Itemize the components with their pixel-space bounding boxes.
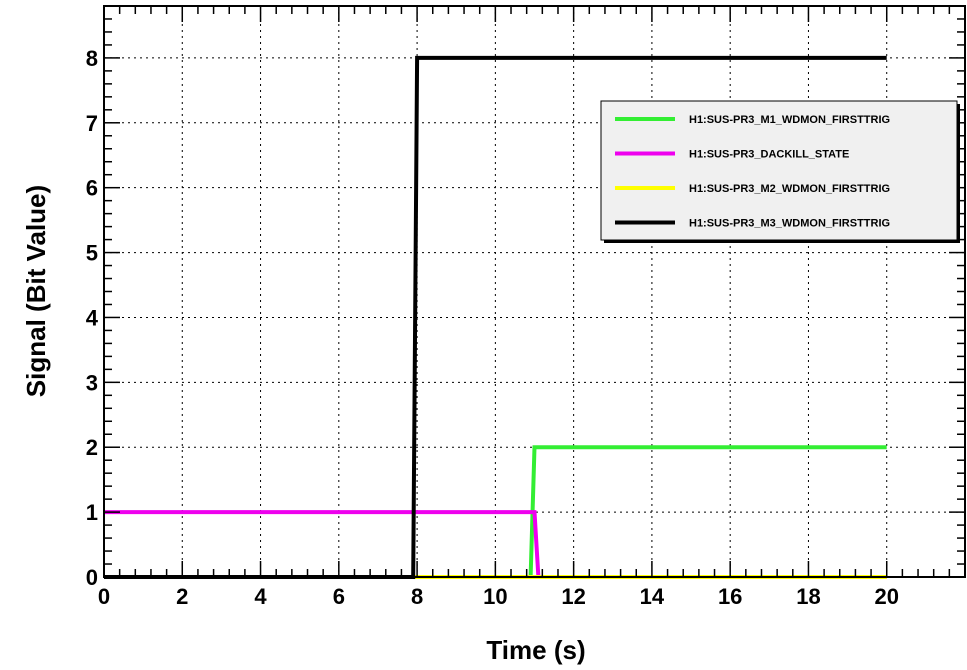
y-tick-label: 1 bbox=[86, 500, 98, 525]
x-axis-title: Time (s) bbox=[486, 635, 585, 665]
legend: H1:SUS-PR3_M1_WDMON_FIRSTTRIG H1:SUS-PR3_… bbox=[600, 100, 960, 243]
y-tick-label: 2 bbox=[86, 435, 98, 460]
y-tick-label: 7 bbox=[86, 111, 98, 136]
x-tick-label: 16 bbox=[718, 584, 742, 609]
x-tick-label: 20 bbox=[874, 584, 898, 609]
y-tick-label: 4 bbox=[86, 305, 99, 330]
legend-entry: H1:SUS-PR3_DACKILL_STATE bbox=[689, 149, 849, 161]
y-tick-label: 8 bbox=[86, 46, 98, 71]
x-tick-label: 2 bbox=[176, 584, 188, 609]
y-axis-title: Signal (Bit Value) bbox=[21, 185, 51, 397]
legend-entry: H1:SUS-PR3_M2_WDMON_FIRSTTRIG bbox=[689, 183, 890, 195]
plot-frame bbox=[103, 5, 966, 578]
legend-entry: H1:SUS-PR3_M1_WDMON_FIRSTTRIG bbox=[689, 114, 890, 126]
x-tick-label: 0 bbox=[98, 584, 110, 609]
x-tick-label: 4 bbox=[254, 584, 267, 609]
x-tick-label: 14 bbox=[640, 584, 665, 609]
x-tick-label: 18 bbox=[796, 584, 820, 609]
grid bbox=[104, 6, 965, 577]
x-tick-label: 8 bbox=[411, 584, 423, 609]
legend-box bbox=[600, 100, 958, 241]
y-tick-label: 3 bbox=[86, 370, 98, 395]
y-tick-label: 0 bbox=[86, 565, 98, 590]
y-tick-label: 5 bbox=[86, 241, 98, 266]
x-tick-label: 6 bbox=[333, 584, 345, 609]
y-tick-label: 6 bbox=[86, 176, 98, 201]
x-tick-label: 10 bbox=[483, 584, 507, 609]
x-tick-label: 12 bbox=[561, 584, 585, 609]
legend-entry: H1:SUS-PR3_M3_WDMON_FIRSTTRIG bbox=[689, 218, 890, 230]
